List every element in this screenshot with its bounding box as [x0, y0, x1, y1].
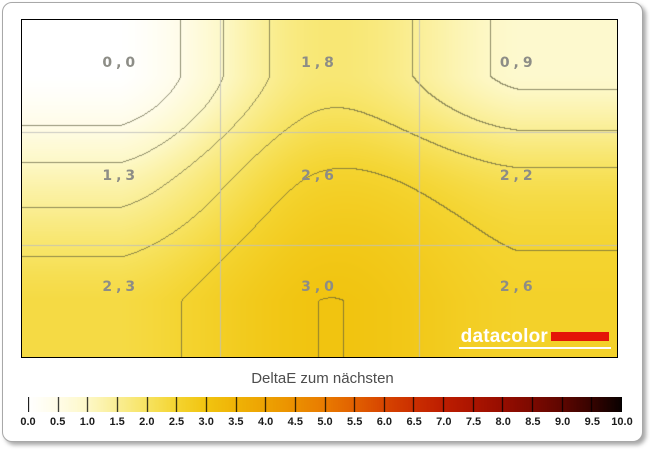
cell-value-label: 0,9 [499, 55, 537, 72]
colorbar-tick-label: 5.5 [347, 416, 363, 428]
colorbar-tick-labels: 0.0 0.5 1.0 1.5 2.0 2.5 3.0 3.5 4.0 4.5 … [20, 416, 632, 429]
contour-plot: 0,0 1,8 0,9 1,3 2,6 2,2 2,3 3,0 2,6 data… [21, 19, 618, 358]
cell-value-label: 2,3 [102, 278, 140, 295]
cell-value-label: 2,6 [301, 167, 338, 184]
contour-plot-canvas [22, 20, 617, 357]
colorbar-tick-label: 2.5 [168, 416, 185, 428]
colorbar-tick-label: 1.5 [109, 416, 125, 428]
datacolor-logo-text: datacolor [460, 326, 548, 347]
colorbar-tick-label: 7.0 [436, 416, 452, 428]
cell-value-label: 1,3 [102, 167, 140, 184]
colorbar-tick-label: 0.5 [50, 416, 66, 428]
colorbar-tick-label: 6.0 [376, 416, 393, 428]
colorbar-tick-label: 6.5 [406, 416, 422, 428]
colorbar-tick-label: 3.5 [228, 416, 244, 428]
cell-value-label: 2,6 [499, 278, 537, 295]
chart-title: DeltaE zum nächsten [251, 370, 394, 387]
colorbar-tick-label: 10.0 [611, 416, 633, 428]
image-frame: 0,0 1,8 0,9 1,3 2,6 2,2 2,3 3,0 2,6 data… [2, 2, 643, 442]
colorbar-tick-label: 9.5 [584, 416, 600, 428]
colorbar-tick-label: 8.0 [495, 416, 511, 428]
colorbar-tick-label: 0.0 [20, 416, 36, 428]
cell-value-label: 1,8 [301, 55, 338, 72]
colorbar-tick-label: 5.0 [317, 416, 333, 428]
colorbar-tick-label: 7.5 [465, 416, 482, 428]
datacolor-logo-red-bar [551, 332, 609, 341]
colorbar-tick-label: 2.0 [139, 416, 155, 428]
colorbar-tick-label: 1.0 [79, 416, 96, 428]
cell-value-label: 3,0 [301, 278, 338, 295]
colorbar-canvas [28, 397, 622, 412]
colorbar [28, 397, 622, 412]
colorbar-tick-label: 9.0 [554, 416, 571, 428]
cell-value-label: 0,0 [102, 55, 140, 72]
datacolor-logo: datacolor [458, 326, 611, 349]
cell-value-label: 2,2 [499, 167, 537, 184]
colorbar-tick-label: 4.5 [287, 416, 303, 428]
colorbar-tick-label: 3.0 [198, 416, 214, 428]
colorbar-tick-label: 8.5 [525, 416, 541, 428]
colorbar-tick-label: 4.0 [257, 416, 274, 428]
